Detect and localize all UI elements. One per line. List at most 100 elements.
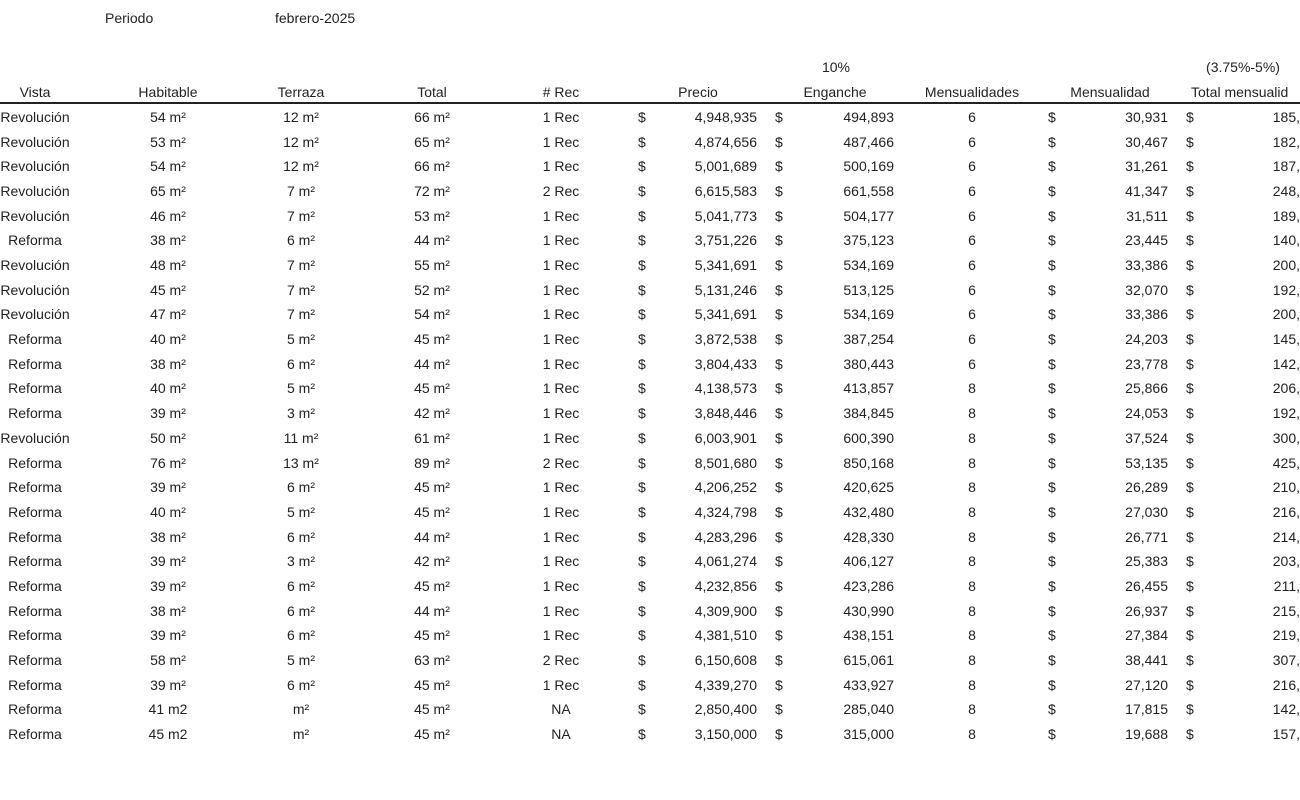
table-cell: 54 m² — [414, 306, 450, 323]
currency-symbol: $ — [1048, 380, 1056, 397]
table-cell: 315,000 — [843, 726, 894, 742]
table-cell: 6 — [968, 183, 976, 200]
currency-symbol: $ — [638, 553, 646, 570]
currency-symbol: $ — [638, 528, 646, 545]
table-cell: 3,804,433 — [694, 355, 757, 372]
table-cell: 1 Rec — [542, 257, 580, 274]
table-cell: Revolución — [0, 281, 70, 298]
table-cell: 5 m² — [287, 331, 315, 348]
table-cell: Revolución — [0, 183, 70, 200]
table-cell: 39 m² — [150, 405, 186, 422]
table-cell: 248, — [1272, 183, 1300, 200]
currency-symbol: $ — [1186, 503, 1194, 520]
currency-symbol: $ — [1048, 429, 1056, 446]
table-cell: 37,524 — [1125, 429, 1168, 446]
currency-symbol: $ — [1048, 257, 1056, 274]
table-cell: 216, — [1272, 676, 1300, 693]
currency-symbol: $ — [638, 676, 646, 693]
currency-symbol: $ — [638, 479, 646, 496]
table-cell: 66 m² — [414, 109, 450, 125]
table-cell: 615,061 — [843, 651, 894, 668]
currency-symbol: $ — [775, 528, 783, 545]
table-cell: 1 Rec — [542, 553, 580, 570]
currency-symbol: $ — [638, 207, 646, 224]
currency-symbol: $ — [1186, 405, 1194, 422]
table-cell: Reforma — [8, 355, 62, 372]
currency-symbol: $ — [1186, 528, 1194, 545]
table-cell: 500,169 — [843, 158, 894, 175]
currency-symbol: $ — [1186, 183, 1194, 200]
table-cell: 187, — [1272, 158, 1300, 175]
currency-symbol: $ — [1186, 158, 1194, 175]
table-cell: 7 m² — [287, 183, 315, 200]
table-cell: 4,324,798 — [694, 503, 757, 520]
currency-symbol: $ — [638, 405, 646, 422]
table-cell: 50 m² — [150, 429, 186, 446]
currency-symbol: $ — [1186, 602, 1194, 619]
table-cell: Reforma — [8, 405, 62, 422]
table-cell: 40 m² — [150, 503, 186, 520]
table-cell: 1 Rec — [542, 627, 580, 644]
currency-symbol: $ — [1186, 380, 1194, 397]
table-cell: 45 m² — [414, 676, 450, 693]
table-cell: 211, — [1273, 577, 1300, 594]
table-cell: 53 m² — [150, 133, 186, 150]
table-cell: 5 m² — [287, 651, 315, 668]
table-cell: 4,309,900 — [694, 602, 757, 619]
table-cell: 5,001,689 — [694, 158, 757, 175]
table-cell: 8 — [968, 405, 976, 422]
table-cell: 185, — [1272, 109, 1300, 125]
table-cell: 31,511 — [1126, 207, 1168, 224]
table-cell: 8 — [968, 429, 976, 446]
currency-symbol: $ — [775, 331, 783, 348]
table-cell: 189, — [1272, 207, 1300, 224]
table-cell: 6 m² — [287, 602, 315, 619]
table-cell: Revolución — [0, 257, 70, 274]
currency-symbol: $ — [1186, 133, 1194, 150]
table-cell: 65 m² — [414, 133, 450, 150]
table-cell: 6 m² — [287, 355, 315, 372]
table-cell: 45 m² — [150, 281, 186, 298]
currency-symbol: $ — [775, 701, 783, 718]
table-cell: 52 m² — [414, 281, 450, 298]
table-cell: Reforma — [8, 577, 62, 594]
table-cell: 24,203 — [1125, 331, 1168, 348]
table-cell: 1 Rec — [542, 503, 580, 520]
table-cell: 6,150,608 — [694, 651, 757, 668]
currency-symbol: $ — [775, 183, 783, 200]
currency-symbol: $ — [775, 380, 783, 397]
table-cell: 89 m² — [414, 454, 450, 471]
table-cell: 6 m² — [287, 627, 315, 644]
column-header: Total mensualid — [1191, 84, 1289, 100]
table-cell: 4,138,573 — [694, 380, 757, 397]
table-cell: 8 — [968, 454, 976, 471]
table-cell: 504,177 — [843, 207, 894, 224]
table-cell: 3,150,000 — [694, 726, 757, 742]
table-cell: 44 m² — [414, 528, 450, 545]
column-header: Habitable — [138, 84, 198, 100]
currency-symbol: $ — [775, 306, 783, 323]
table-cell: 33,386 — [1125, 257, 1168, 274]
table-cell: Reforma — [8, 232, 62, 249]
currency-symbol: $ — [638, 726, 646, 742]
table-cell: 63 m² — [414, 651, 450, 668]
table-cell: 215, — [1272, 602, 1300, 619]
table-cell: 7 m² — [287, 306, 315, 323]
table-cell: 23,445 — [1125, 232, 1168, 249]
table-cell: 12 m² — [283, 133, 319, 150]
table-cell: 600,390 — [843, 429, 894, 446]
currency-symbol: $ — [638, 577, 646, 594]
currency-symbol: $ — [1186, 701, 1194, 718]
currency-symbol: $ — [1048, 331, 1056, 348]
currency-symbol: $ — [1186, 429, 1194, 446]
table-cell: 45 m² — [414, 380, 450, 397]
table-cell: 45 m² — [414, 479, 450, 496]
table-cell: 1 Rec — [542, 577, 580, 594]
table-cell: 4,206,252 — [694, 479, 757, 496]
table-cell: 1 Rec — [542, 676, 580, 693]
table-cell: 200, — [1272, 306, 1300, 323]
table-cell: 3 m² — [287, 553, 315, 570]
table-cell: 39 m² — [150, 553, 186, 570]
currency-symbol: $ — [1048, 207, 1056, 224]
